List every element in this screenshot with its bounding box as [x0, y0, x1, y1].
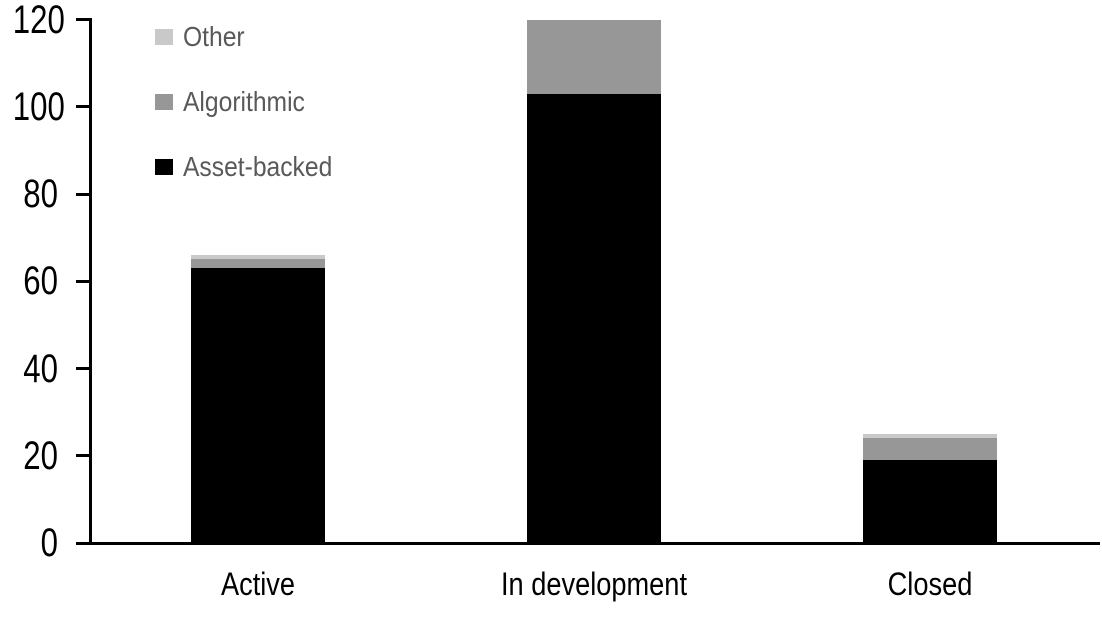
x-axis-line	[76, 542, 1100, 545]
bar-in-development-asset-backed	[527, 93, 661, 543]
bar-active-other	[191, 255, 325, 260]
bar-closed-asset-backed	[863, 460, 997, 543]
y-tick-label-40: 40	[23, 346, 58, 391]
x-axis-label-in-development: In development	[501, 566, 687, 602]
legend-label-other: Other	[183, 21, 245, 52]
y-tick-mark-40	[76, 367, 90, 370]
legend-item-asset-backed: Asset-backed	[155, 153, 353, 181]
y-tick-mark-20	[76, 454, 90, 458]
y-tick-mark-100	[76, 105, 90, 109]
legend-swatch-other	[155, 29, 173, 45]
bar-closed-algorithmic	[863, 438, 997, 461]
y-tick-label-100: 100	[12, 84, 65, 129]
legend-swatch-asset-backed	[155, 159, 173, 175]
bar-in-development-algorithmic	[527, 19, 661, 94]
y-tick-label-0: 0	[40, 521, 58, 565]
legend-swatch-algorithmic	[155, 94, 173, 110]
bar-closed-other	[863, 433, 997, 439]
x-axis-label-active: Active	[220, 566, 296, 602]
y-tick-mark-80	[76, 192, 90, 196]
legend-label-asset-backed: Asset-backed	[183, 151, 333, 182]
y-tick-mark-120	[76, 18, 90, 21]
y-axis-line	[89, 18, 92, 545]
y-tick-label-60: 60	[23, 259, 58, 304]
y-tick-label-120: 120	[12, 0, 65, 42]
bar-active-algorithmic	[191, 259, 325, 269]
bar-active-asset-backed	[191, 268, 325, 543]
legend-item-algorithmic: Algorithmic	[155, 88, 321, 116]
y-tick-label-20: 20	[23, 433, 58, 478]
legend-label-algorithmic: Algorithmic	[183, 86, 305, 117]
y-tick-mark-60	[76, 279, 90, 283]
x-axis-label-closed: Closed	[887, 566, 973, 602]
y-tick-mark-0	[76, 541, 90, 545]
legend-item-other: Other	[155, 23, 253, 51]
y-tick-label-80: 80	[23, 172, 58, 216]
